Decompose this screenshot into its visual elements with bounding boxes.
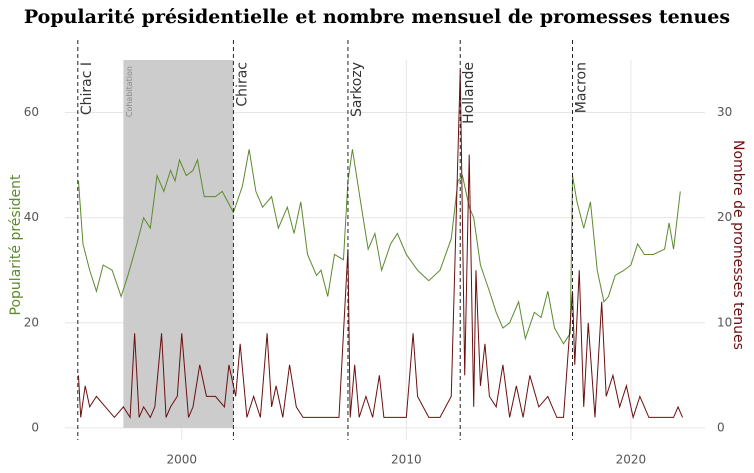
y-axis-label: Popularité président bbox=[8, 174, 24, 315]
y-tick-label: 20 bbox=[24, 315, 39, 329]
y2-tick-label: 20 bbox=[717, 210, 732, 224]
x-tick-label: 2020 bbox=[616, 453, 647, 467]
y-tick-label: 40 bbox=[24, 210, 39, 224]
x-tick-label: 2010 bbox=[391, 453, 422, 467]
chart-title: Popularité présidentielle et nombre mens… bbox=[24, 6, 730, 28]
line-series bbox=[77, 149, 681, 345]
line-series bbox=[77, 70, 684, 420]
y2-tick-label: 10 bbox=[717, 315, 732, 329]
x-tick-label: 2000 bbox=[166, 453, 197, 467]
y2-tick-label: 0 bbox=[717, 420, 725, 434]
shaded-period bbox=[123, 60, 234, 428]
event-label: Hollande bbox=[461, 62, 477, 124]
event-label: Chirac bbox=[234, 62, 250, 107]
event-label: Sarkozy bbox=[349, 62, 365, 117]
y-tick-label: 0 bbox=[31, 420, 39, 434]
y-tick-label: 60 bbox=[24, 105, 39, 119]
event-label: Chirac I bbox=[79, 62, 95, 115]
y2-axis-label: Nombre de promesses tenues bbox=[730, 140, 746, 350]
shaded-label: Cohabitation bbox=[125, 66, 134, 117]
y2-tick-label: 30 bbox=[717, 105, 732, 119]
event-label: Macron bbox=[574, 62, 590, 113]
